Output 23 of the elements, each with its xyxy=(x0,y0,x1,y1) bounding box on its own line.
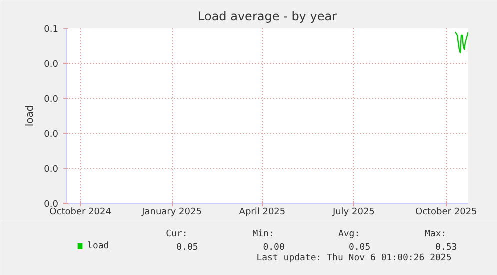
text: Max: xyxy=(424,230,447,240)
legend-label: load xyxy=(88,242,110,252)
y-axis-title: load xyxy=(25,105,36,127)
x-tick-label: April 2025 xyxy=(239,208,286,218)
line-series xyxy=(454,31,468,54)
x-tick-label: October 2024 xyxy=(50,208,112,218)
text: 0.05 xyxy=(348,243,371,253)
y-tick-label: 0.0 xyxy=(44,130,59,140)
y-tick-label: 0.0 xyxy=(44,95,59,105)
x-tick-label: October 2025 xyxy=(416,208,478,218)
text: Min: xyxy=(252,230,274,240)
text: 0.05 xyxy=(176,243,198,253)
text: 0.00 xyxy=(263,243,285,253)
y-tick-label: 0.0 xyxy=(44,165,59,175)
text: Last update: Thu Nov 6 01:00:26 2025 xyxy=(256,254,452,264)
text: Cur: xyxy=(166,230,188,240)
chart-title: Load average - by year xyxy=(198,10,338,24)
x-tick-label: January 2025 xyxy=(141,208,202,218)
text: Avg: xyxy=(338,230,360,240)
x-tick-label: July 2025 xyxy=(332,208,375,218)
y-tick-label: 0.0 xyxy=(44,60,59,70)
text: 0.53 xyxy=(436,243,458,253)
y-tick-label: 0.1 xyxy=(44,25,59,35)
